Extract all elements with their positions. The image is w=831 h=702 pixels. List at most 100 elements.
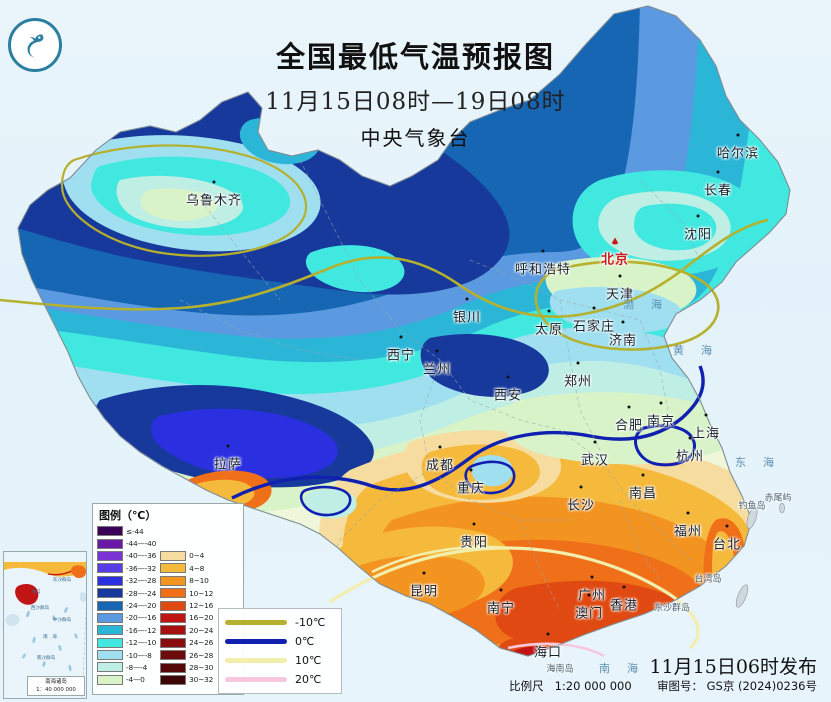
city-marker-icon [704, 413, 708, 417]
legend-swatch [97, 637, 123, 648]
legend-row-warm-0: 0~4 [160, 550, 213, 562]
legend-swatch [97, 588, 123, 599]
publish-time: 11月15日06时发布 [649, 656, 817, 678]
city-label-25: 福州 [674, 511, 702, 540]
legend-label: -10—-8 [126, 650, 152, 660]
inset-title: 南海诸岛 [45, 678, 67, 685]
legend-row-cold-6: -24—-20 [97, 599, 156, 611]
legend-row-cold-9: -12—-10 [97, 637, 156, 649]
city-marker-icon [627, 405, 631, 409]
legend-label: -44—-40 [126, 539, 157, 549]
legend-title: 图例（℃） [99, 509, 157, 522]
city-name: 澳门 [574, 606, 604, 622]
legend-swatch [160, 612, 187, 623]
city-marker-icon [622, 585, 626, 589]
legend-label: 4~8 [189, 563, 205, 573]
legend-swatch [160, 662, 187, 673]
isotherm-label: 10℃ [295, 654, 322, 667]
isotherm-line-sample [225, 677, 287, 682]
city-name: 石家庄 [572, 319, 616, 335]
inset-scale-box: 南海诸岛 1：40 000 000 [27, 676, 85, 696]
city-marker-icon [716, 170, 720, 174]
sea-label-0: 黄 海 [673, 344, 715, 357]
city-name: 上海 [691, 426, 721, 442]
city-label-14: 西安 [493, 375, 523, 404]
legend-row-cold-7: -20—-16 [97, 612, 156, 624]
city-marker-icon [465, 297, 469, 301]
legend-swatch [160, 588, 187, 599]
city-marker-icon [226, 444, 230, 448]
city-marker-icon [212, 180, 216, 184]
legend-label: 20~24 [189, 625, 214, 635]
isotherm-row-3: 20℃ [225, 673, 335, 686]
city-marker-icon [438, 445, 442, 449]
city-label-33: 海口 [533, 632, 563, 661]
city-marker-icon [610, 237, 619, 245]
city-marker-icon [587, 593, 591, 597]
legend-label: -24—-20 [126, 601, 157, 611]
city-name: 西安 [493, 388, 523, 404]
city-name: 台北 [712, 537, 742, 553]
city-label-7: 银川 [452, 297, 482, 326]
legend-label: -4—0 [126, 675, 145, 685]
minor-label-4: 赤尾屿 [764, 493, 792, 504]
city-label-1: 哈尔滨 [717, 133, 759, 162]
city-label-20: 成都 [426, 445, 454, 474]
city-label-16: 南京 [647, 401, 675, 430]
inset-label-3: 中沙群岛 [52, 618, 72, 623]
legend-swatch [97, 563, 123, 574]
legend-label: 0~4 [189, 551, 205, 561]
offshore-islands [735, 502, 785, 608]
scale-value: 1:20 000 000 [554, 679, 632, 693]
legend-row-warm-6: 20~24 [160, 624, 213, 636]
legend-row-warm-1: 4~8 [160, 562, 213, 574]
legend-row-cold-1: -44—-40 [97, 537, 156, 549]
minor-label-2: 东沙群岛 [653, 603, 691, 614]
city-marker-icon [469, 468, 473, 472]
legend-swatch [97, 650, 123, 661]
legend-swatch [160, 674, 187, 685]
city-label-6: 天津 [606, 274, 634, 303]
city-marker-icon [499, 588, 503, 592]
city-label-2: 长春 [704, 170, 732, 199]
city-marker-icon [736, 133, 740, 137]
city-name: 济南 [608, 333, 638, 349]
city-name: 银川 [452, 310, 482, 326]
legend-swatch [160, 650, 187, 661]
city-marker-icon [576, 361, 580, 365]
city-label-21: 武汉 [581, 440, 609, 469]
legend-row-warm-10: 30~32 [160, 674, 213, 686]
city-marker-icon [659, 401, 663, 405]
city-marker-icon [435, 349, 439, 353]
city-label-31: 澳门 [574, 593, 604, 622]
city-label-15: 合肥 [614, 405, 644, 434]
legend-row-warm-2: 8~10 [160, 575, 213, 587]
review-value: GS京 (2024)0236号 [706, 679, 817, 693]
city-label-30: 香港 [610, 585, 638, 614]
isotherm-row-1: 0℃ [225, 635, 335, 648]
legend-row-warm-4: 12~16 [160, 599, 213, 611]
legend-spacer [160, 525, 213, 550]
city-label-9: 太原 [534, 309, 564, 338]
city-label-19: 拉萨 [214, 444, 242, 473]
legend-label: 16~20 [189, 613, 214, 623]
cma-dragon-logo-icon [8, 18, 62, 72]
city-name: 贵阳 [459, 535, 489, 551]
city-marker-icon [590, 575, 594, 579]
city-name: 合肥 [614, 418, 644, 434]
city-name: 海口 [533, 645, 563, 661]
inset-label-0: 东沙群岛 [52, 578, 72, 583]
inset-label-2: 西沙群岛 [30, 606, 50, 611]
legend-swatch [97, 625, 123, 636]
city-label-29: 广州 [578, 575, 606, 604]
city-name: 太原 [534, 322, 564, 338]
legend-label: -28—-24 [126, 588, 157, 598]
contour-lines [0, 144, 769, 658]
city-name: 西宁 [386, 348, 416, 364]
legend-label: ≤-44 [126, 526, 144, 536]
legend-label: 28~30 [189, 663, 214, 672]
legend-row-cold-4: -32—-28 [97, 575, 156, 587]
